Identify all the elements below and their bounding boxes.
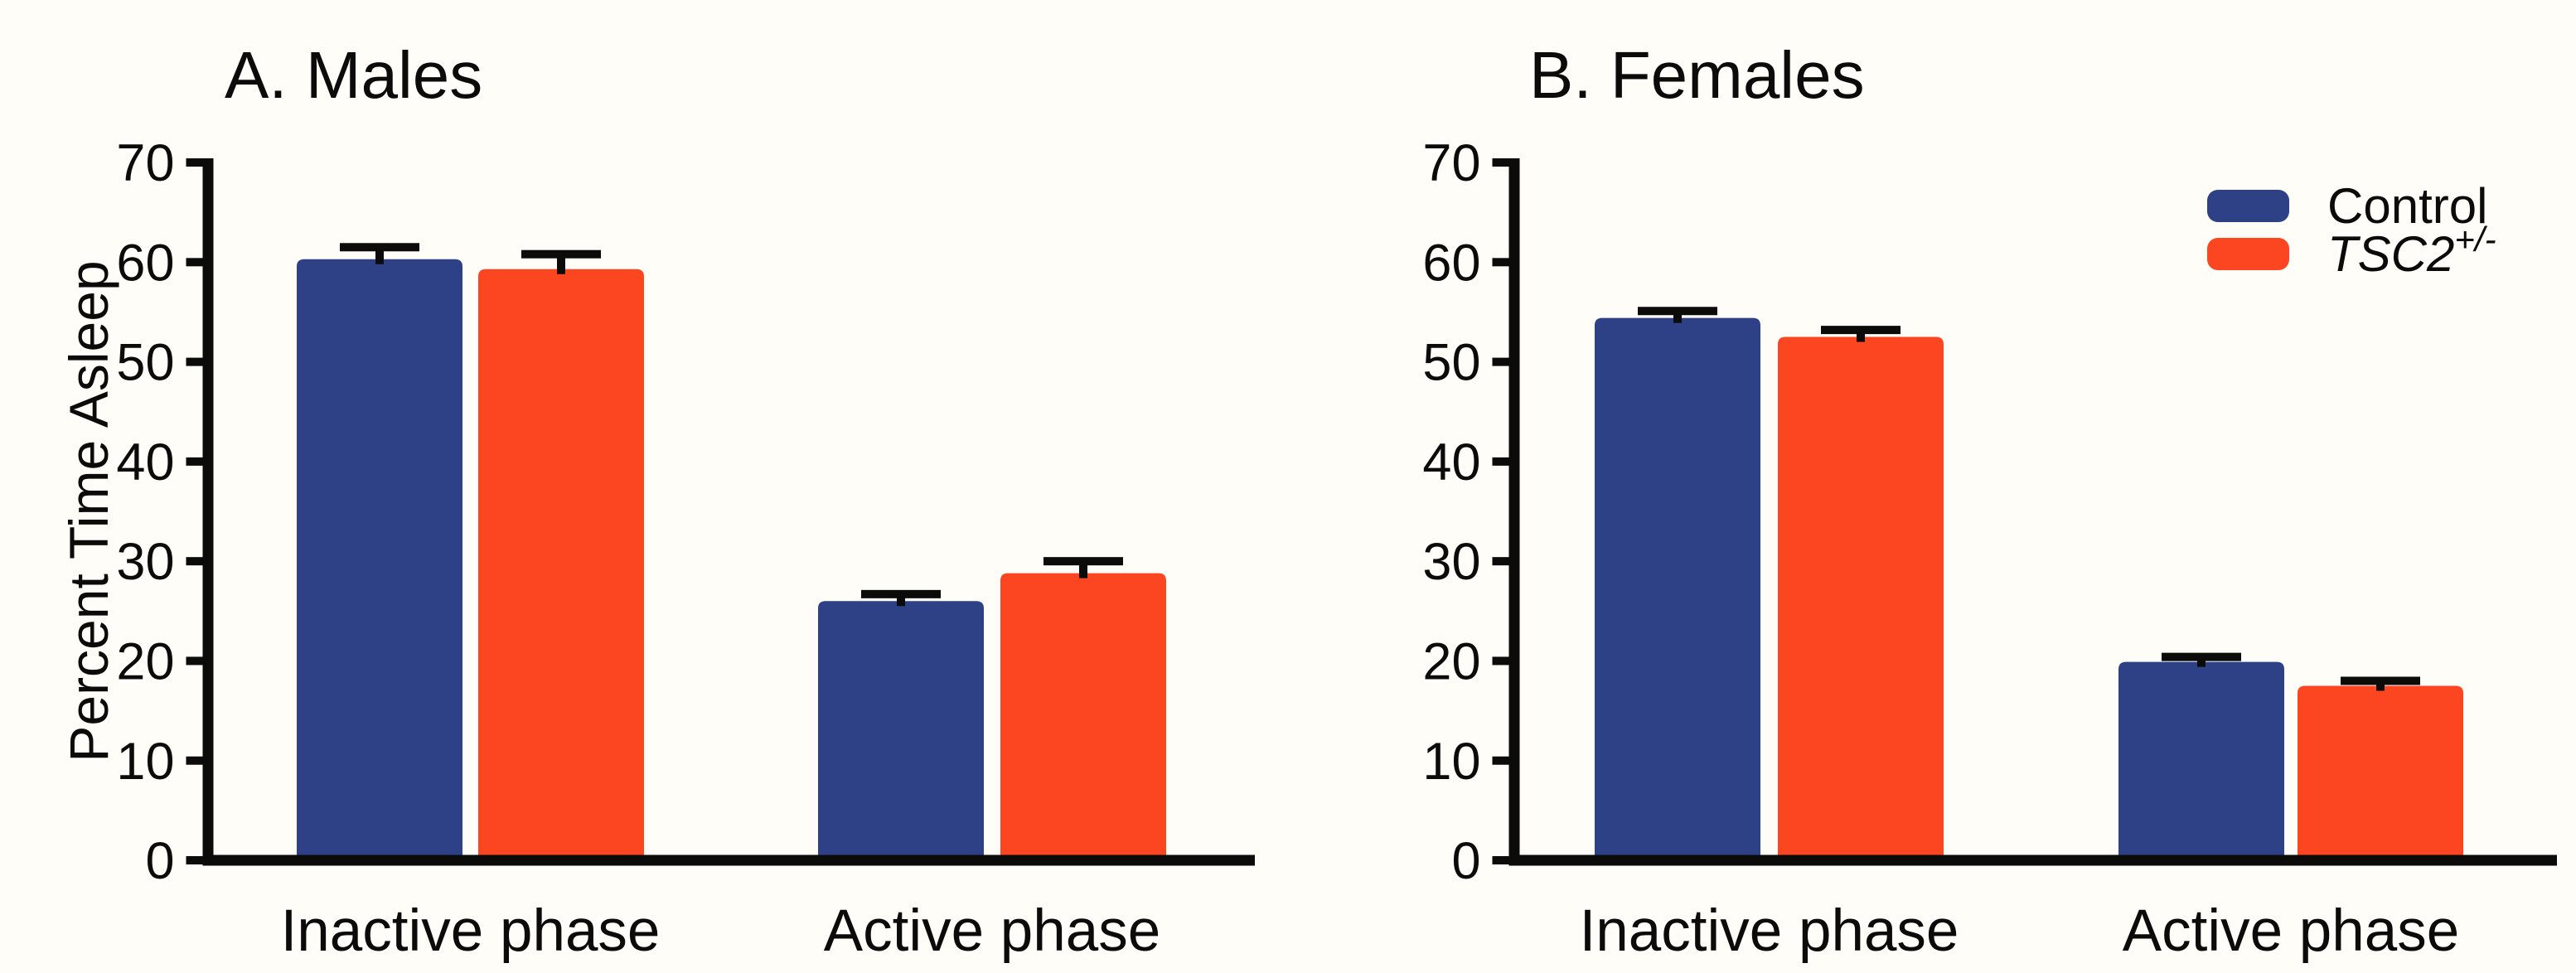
error-bar-cap-control-inactive-phase-females [1638,307,1717,316]
error-bar-stem-control-active-phase-females [2197,656,2206,667]
y-tick-20-males [186,656,203,666]
y-tick-label-10-males: 10 [116,733,174,791]
legend-swatch-control [2207,190,2289,222]
y-tick-label-40-females: 40 [1422,433,1480,491]
error-bar-cap-tsc2-active-phase-females [2341,676,2420,685]
y-tick-label-70-males: 70 [116,134,174,192]
y-axis-label: Percent Time Asleep [58,260,119,762]
y-tick-10-females [1492,756,1509,765]
error-bar-cap-control-inactive-phase-males [340,243,419,252]
y-tick-label-30-females: 30 [1422,533,1480,591]
error-bar-stem-control-active-phase-males [897,593,905,607]
x-axis-line-females [1508,854,2557,866]
y-tick-70-females [1492,158,1509,167]
y-tick-label-0-males: 0 [145,832,174,890]
y-tick-label-40-males: 40 [116,433,174,491]
error-bar-cap-tsc2-inactive-phase-females [1821,326,1901,335]
error-bar-cap-control-active-phase-females [2162,652,2241,661]
y-tick-label-20-males: 20 [116,632,174,690]
panel-females: 0 10 20 30 40 50 60 70 Inactive phase Active phas… [1422,38,2557,964]
error-bar-stem-tsc2-inactive-phase-males [557,254,565,274]
error-bar-stem-control-inactive-phase-females [1673,311,1682,323]
error-bar-cap-control-active-phase-males [861,589,941,598]
x-axis-line-males [202,854,1255,866]
y-tick-30-females [1492,557,1509,566]
y-tick-40-females [1492,457,1509,466]
y-tick-label-0-females: 0 [1451,832,1480,890]
bar-control-active-phase-females [2118,661,2284,860]
error-bar-cap-tsc2-active-phase-males [1043,557,1123,566]
category-label-active-phase-females: Active phase [2123,898,2460,964]
panel-title-females: B. Females [1529,38,1865,112]
y-tick-40-males [186,457,203,466]
y-tick-20-females [1492,656,1509,666]
category-label-inactive-phase-males: Inactive phase [281,898,661,964]
legend-label-tsc2: TSC2+/- [2327,220,2496,282]
error-bar-stem-tsc2-inactive-phase-females [1857,330,1865,342]
y-tick-10-males [186,756,203,765]
y-tick-60-females [1492,258,1509,267]
y-tick-0-males [186,856,203,864]
category-label-inactive-phase-females: Inactive phase [1580,898,1959,964]
y-tick-label-20-females: 20 [1422,632,1480,690]
bar-control-inactive-phase-females [1595,317,1760,861]
y-tick-30-males [186,557,203,566]
y-tick-label-50-males: 50 [116,334,174,392]
y-tick-70-males [186,158,203,167]
y-tick-label-50-females: 50 [1422,334,1480,392]
bar-tsc2-inactive-phase-females [1778,336,1944,860]
y-tick-0-females [1492,856,1509,864]
legend-swatch-tsc2 [2207,238,2289,270]
error-bar-stem-control-inactive-phase-males [375,247,384,264]
panel-title-males: A. Males [225,38,482,112]
y-tick-label-70-females: 70 [1422,134,1480,192]
y-tick-label-60-males: 60 [116,234,174,292]
bar-tsc2-active-phase-females [2298,685,2463,860]
y-tick-60-males [186,258,203,267]
legend-label-superscript: +/- [2454,220,2496,259]
error-bar-cap-tsc2-inactive-phase-males [521,249,601,259]
y-axis-line-males [202,158,214,866]
panel-males: 0 10 20 30 40 50 60 70 Inactive phase Active phas… [58,38,1255,964]
y-tick-50-females [1492,357,1509,366]
legend-label-control: Control [2327,178,2487,234]
bar-tsc2-active-phase-males [1000,573,1166,860]
category-label-active-phase-males: Active phase [824,898,1161,964]
error-bar-stem-tsc2-active-phase-females [2376,680,2385,691]
bar-control-active-phase-males [818,601,984,860]
bar-tsc2-inactive-phase-males [478,269,644,860]
y-axis-line-females [1508,158,1520,866]
y-tick-label-10-females: 10 [1422,733,1480,791]
error-bar-stem-tsc2-active-phase-males [1079,561,1087,578]
y-tick-label-60-females: 60 [1422,234,1480,292]
y-tick-50-males [186,357,203,366]
y-tick-label-30-males: 30 [116,533,174,591]
bar-control-inactive-phase-males [297,259,462,860]
